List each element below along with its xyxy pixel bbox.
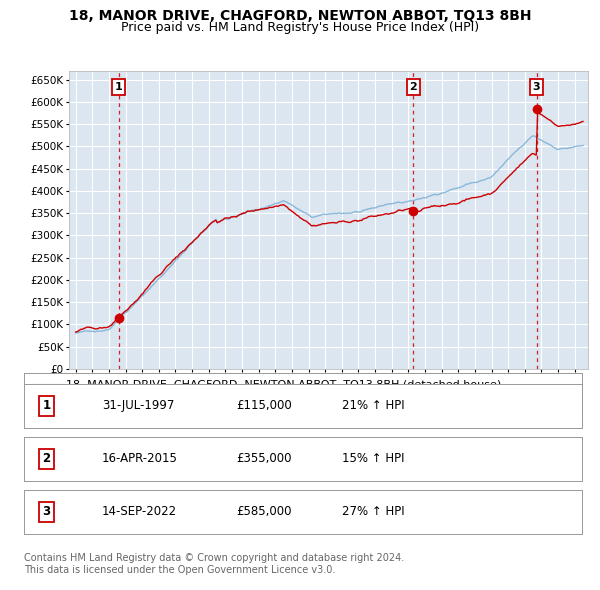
Text: 31-JUL-1997: 31-JUL-1997 — [102, 399, 175, 412]
Text: £355,000: £355,000 — [236, 452, 292, 466]
Text: Contains HM Land Registry data © Crown copyright and database right 2024.
This d: Contains HM Land Registry data © Crown c… — [24, 553, 404, 575]
Text: 1: 1 — [42, 399, 50, 412]
Text: 2: 2 — [42, 452, 50, 466]
Text: 15% ↑ HPI: 15% ↑ HPI — [342, 452, 404, 466]
Text: HPI: Average price, detached house, West Devon: HPI: Average price, detached house, West… — [66, 402, 339, 412]
Text: 3: 3 — [42, 505, 50, 519]
Text: 14-SEP-2022: 14-SEP-2022 — [102, 505, 177, 519]
Text: £585,000: £585,000 — [236, 505, 292, 519]
Text: 3: 3 — [533, 82, 541, 92]
Text: 27% ↑ HPI: 27% ↑ HPI — [342, 505, 404, 519]
Text: 16-APR-2015: 16-APR-2015 — [102, 452, 178, 466]
Text: £115,000: £115,000 — [236, 399, 292, 412]
Text: 18, MANOR DRIVE, CHAGFORD, NEWTON ABBOT, TQ13 8BH (detached house): 18, MANOR DRIVE, CHAGFORD, NEWTON ABBOT,… — [66, 380, 501, 390]
Text: 2: 2 — [409, 82, 417, 92]
Text: 1: 1 — [115, 82, 122, 92]
Text: 21% ↑ HPI: 21% ↑ HPI — [342, 399, 404, 412]
Text: 18, MANOR DRIVE, CHAGFORD, NEWTON ABBOT, TQ13 8BH: 18, MANOR DRIVE, CHAGFORD, NEWTON ABBOT,… — [69, 9, 531, 23]
Text: Price paid vs. HM Land Registry's House Price Index (HPI): Price paid vs. HM Land Registry's House … — [121, 21, 479, 34]
